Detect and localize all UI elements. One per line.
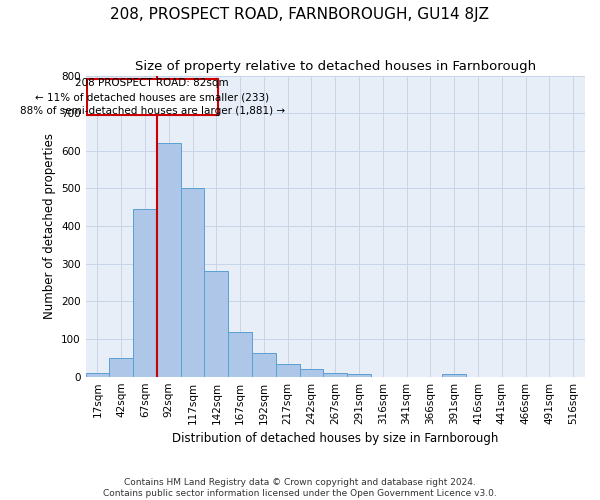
FancyBboxPatch shape	[87, 80, 218, 115]
Bar	[157, 144, 181, 376]
Bar	[181, 188, 205, 376]
Bar	[133, 209, 157, 376]
X-axis label: Distribution of detached houses by size in Farnborough: Distribution of detached houses by size …	[172, 432, 499, 445]
Bar	[299, 369, 323, 376]
Bar	[205, 272, 228, 376]
Bar	[86, 373, 109, 376]
Bar	[276, 364, 299, 376]
Bar	[109, 358, 133, 376]
Bar	[442, 374, 466, 376]
Bar	[347, 374, 371, 376]
Bar	[228, 332, 252, 376]
Bar	[323, 373, 347, 376]
Text: 208 PROSPECT ROAD: 82sqm
← 11% of detached houses are smaller (233)
88% of semi-: 208 PROSPECT ROAD: 82sqm ← 11% of detach…	[20, 78, 285, 116]
Title: Size of property relative to detached houses in Farnborough: Size of property relative to detached ho…	[135, 60, 536, 73]
Bar	[252, 354, 276, 376]
Text: 208, PROSPECT ROAD, FARNBOROUGH, GU14 8JZ: 208, PROSPECT ROAD, FARNBOROUGH, GU14 8J…	[110, 8, 490, 22]
Text: Contains HM Land Registry data © Crown copyright and database right 2024.
Contai: Contains HM Land Registry data © Crown c…	[103, 478, 497, 498]
Y-axis label: Number of detached properties: Number of detached properties	[43, 133, 56, 319]
